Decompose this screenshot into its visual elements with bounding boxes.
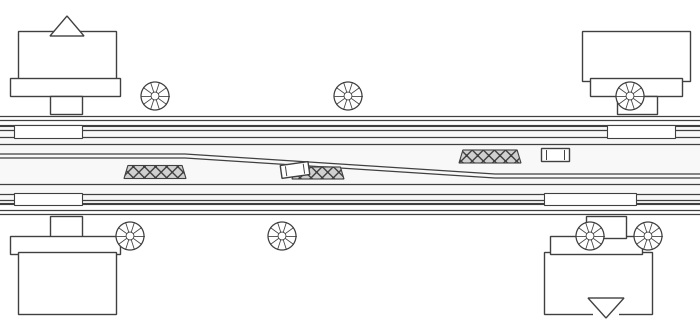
Circle shape (151, 92, 159, 100)
Polygon shape (588, 298, 624, 318)
Bar (10, 78, 120, 96)
Bar (617, 96, 657, 114)
Polygon shape (541, 148, 569, 161)
Bar (544, 252, 652, 314)
Bar (593, 298, 619, 316)
Circle shape (126, 232, 134, 240)
Circle shape (344, 92, 352, 100)
Bar (50, 216, 82, 284)
Bar (18, 31, 116, 79)
Polygon shape (459, 150, 521, 163)
Bar (55, 16, 79, 31)
Circle shape (268, 222, 296, 250)
Circle shape (586, 232, 594, 240)
Bar (50, 96, 82, 114)
Bar (607, 125, 675, 138)
Circle shape (116, 222, 144, 250)
Bar (582, 31, 690, 81)
Circle shape (141, 82, 169, 110)
Bar (10, 236, 120, 254)
Polygon shape (50, 16, 84, 36)
Circle shape (334, 82, 362, 110)
Polygon shape (280, 162, 310, 178)
Bar (544, 193, 636, 205)
Bar (14, 125, 82, 138)
Bar (18, 252, 116, 314)
Polygon shape (292, 167, 344, 179)
Bar (550, 236, 642, 254)
Circle shape (278, 232, 286, 240)
Circle shape (576, 222, 604, 250)
Bar (0, 124, 700, 206)
Bar (586, 216, 626, 238)
Polygon shape (124, 166, 186, 178)
Circle shape (634, 222, 662, 250)
Bar (14, 193, 82, 205)
Circle shape (616, 82, 644, 110)
Circle shape (626, 92, 634, 100)
Circle shape (644, 232, 652, 240)
Bar (590, 78, 682, 96)
